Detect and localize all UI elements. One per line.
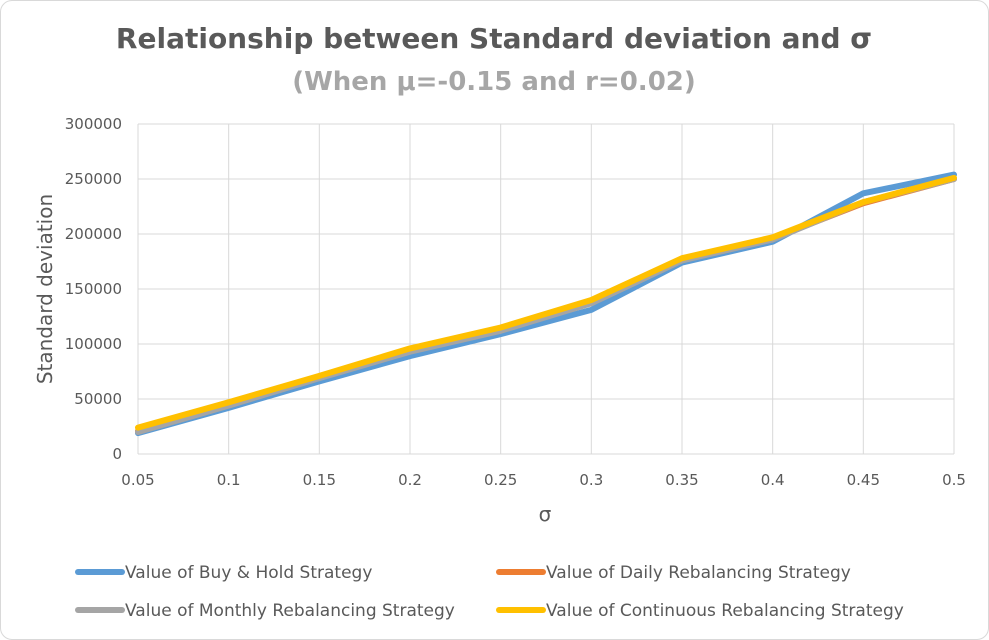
x-axis-label: σ <box>539 502 552 526</box>
x-tick-label: 0.05 <box>121 471 154 489</box>
x-tick-label: 0.45 <box>847 471 880 489</box>
legend-label-daily-rebalancing: Value of Daily Rebalancing Strategy <box>546 563 851 583</box>
y-tick-label: 250000 <box>65 170 122 188</box>
legend-label-continuous-rebalancing: Value of Continuous Rebalancing Strategy <box>546 601 904 621</box>
x-tick-label: 0.15 <box>303 471 336 489</box>
legend-label-monthly-rebalancing: Value of Monthly Rebalancing Strategy <box>125 601 455 621</box>
y-tick-label: 300000 <box>65 115 122 133</box>
y-tick-label: 0 <box>112 445 122 463</box>
x-tick-label: 0.4 <box>761 471 785 489</box>
y-axis-label: Standard deviation <box>33 194 57 384</box>
chart-title: Relationship between Standard deviation … <box>116 22 872 55</box>
x-tick-labels: 0.05 0.1 0.15 0.2 0.25 0.3 0.35 0.4 0.45 0.5 <box>121 471 966 489</box>
x-tick-label: 0.25 <box>484 471 517 489</box>
x-tick-label: 0.1 <box>217 471 241 489</box>
y-tick-label: 200000 <box>65 225 122 243</box>
x-tick-label: 0.2 <box>398 471 422 489</box>
x-tick-label: 0.3 <box>579 471 603 489</box>
y-tick-labels: 0 50000 100000 150000 200000 250000 300000 <box>65 115 122 463</box>
x-tick-label: 0.5 <box>942 471 966 489</box>
series-lines <box>135 171 957 437</box>
series-line-continuous-rebalancing <box>135 174 957 431</box>
y-tick-label: 50000 <box>74 390 122 408</box>
legend: Value of Buy & Hold Strategy Value of Dai… <box>75 563 904 621</box>
gridlines <box>137 123 955 455</box>
chart-subtitle: (When μ=-0.15 and r=0.02) <box>292 67 696 97</box>
y-tick-label: 150000 <box>65 280 122 298</box>
legend-label-buy-hold: Value of Buy & Hold Strategy <box>125 563 372 583</box>
x-tick-label: 0.35 <box>665 471 698 489</box>
y-tick-label: 100000 <box>65 335 122 353</box>
